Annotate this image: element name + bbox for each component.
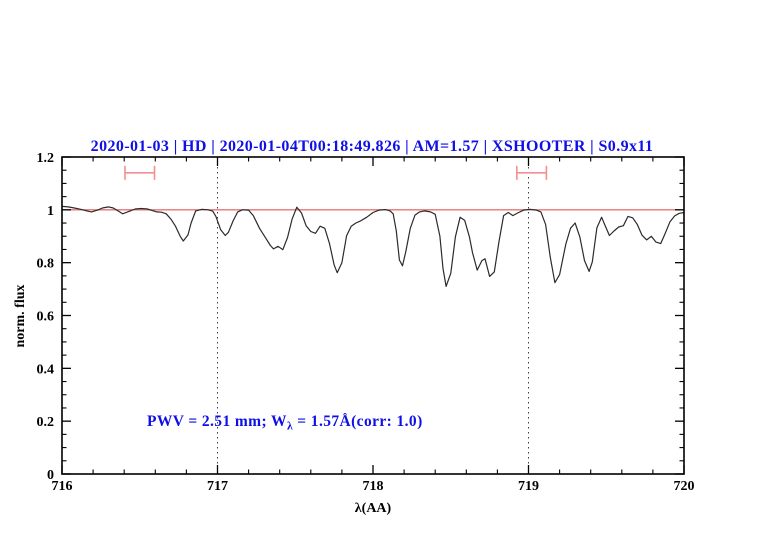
y-tick-label: 0.2: [37, 415, 55, 430]
y-tick-label: 0: [47, 468, 54, 483]
band-range-marker: [124, 165, 156, 180]
x-tick-label: 718: [363, 479, 384, 494]
y-axis-label: norm. flux: [13, 285, 28, 348]
band-range-marker: [516, 165, 548, 180]
pwv-annotation-subscript: λ: [287, 421, 293, 433]
spectrum-trace: [61, 205, 685, 287]
x-tick-label: 720: [674, 479, 695, 494]
y-tick-label: 0.8: [37, 257, 55, 272]
y-tick-label: 1: [47, 204, 54, 219]
pwv-annotation-rest: = 1.57Å(corr: 1.0): [293, 413, 423, 430]
pwv-annotation-main: PWV = 2.51 mm; W: [147, 413, 287, 430]
plot-title: 2020-01-03 | HD | 2020-01-04T00:18:49.82…: [91, 138, 654, 155]
data-layer: [61, 157, 685, 474]
axes-layer: 716 717 718 719 720 0 0.2 0.4 0.6 0.8 1 1.2: [37, 151, 695, 494]
x-tick-label: 716: [52, 479, 73, 494]
y-tick-label: 0.4: [37, 362, 55, 377]
x-tick-label: 717: [207, 479, 228, 494]
y-tick-label: 0.6: [37, 310, 55, 325]
x-axis-label: λ(AA): [355, 501, 392, 516]
y-tick-label: 1.2: [37, 151, 55, 166]
x-tick-label: 719: [518, 479, 539, 494]
pwv-annotation: PWV = 2.51 mm; Wλ = 1.57Å(corr: 1.0): [147, 413, 423, 433]
